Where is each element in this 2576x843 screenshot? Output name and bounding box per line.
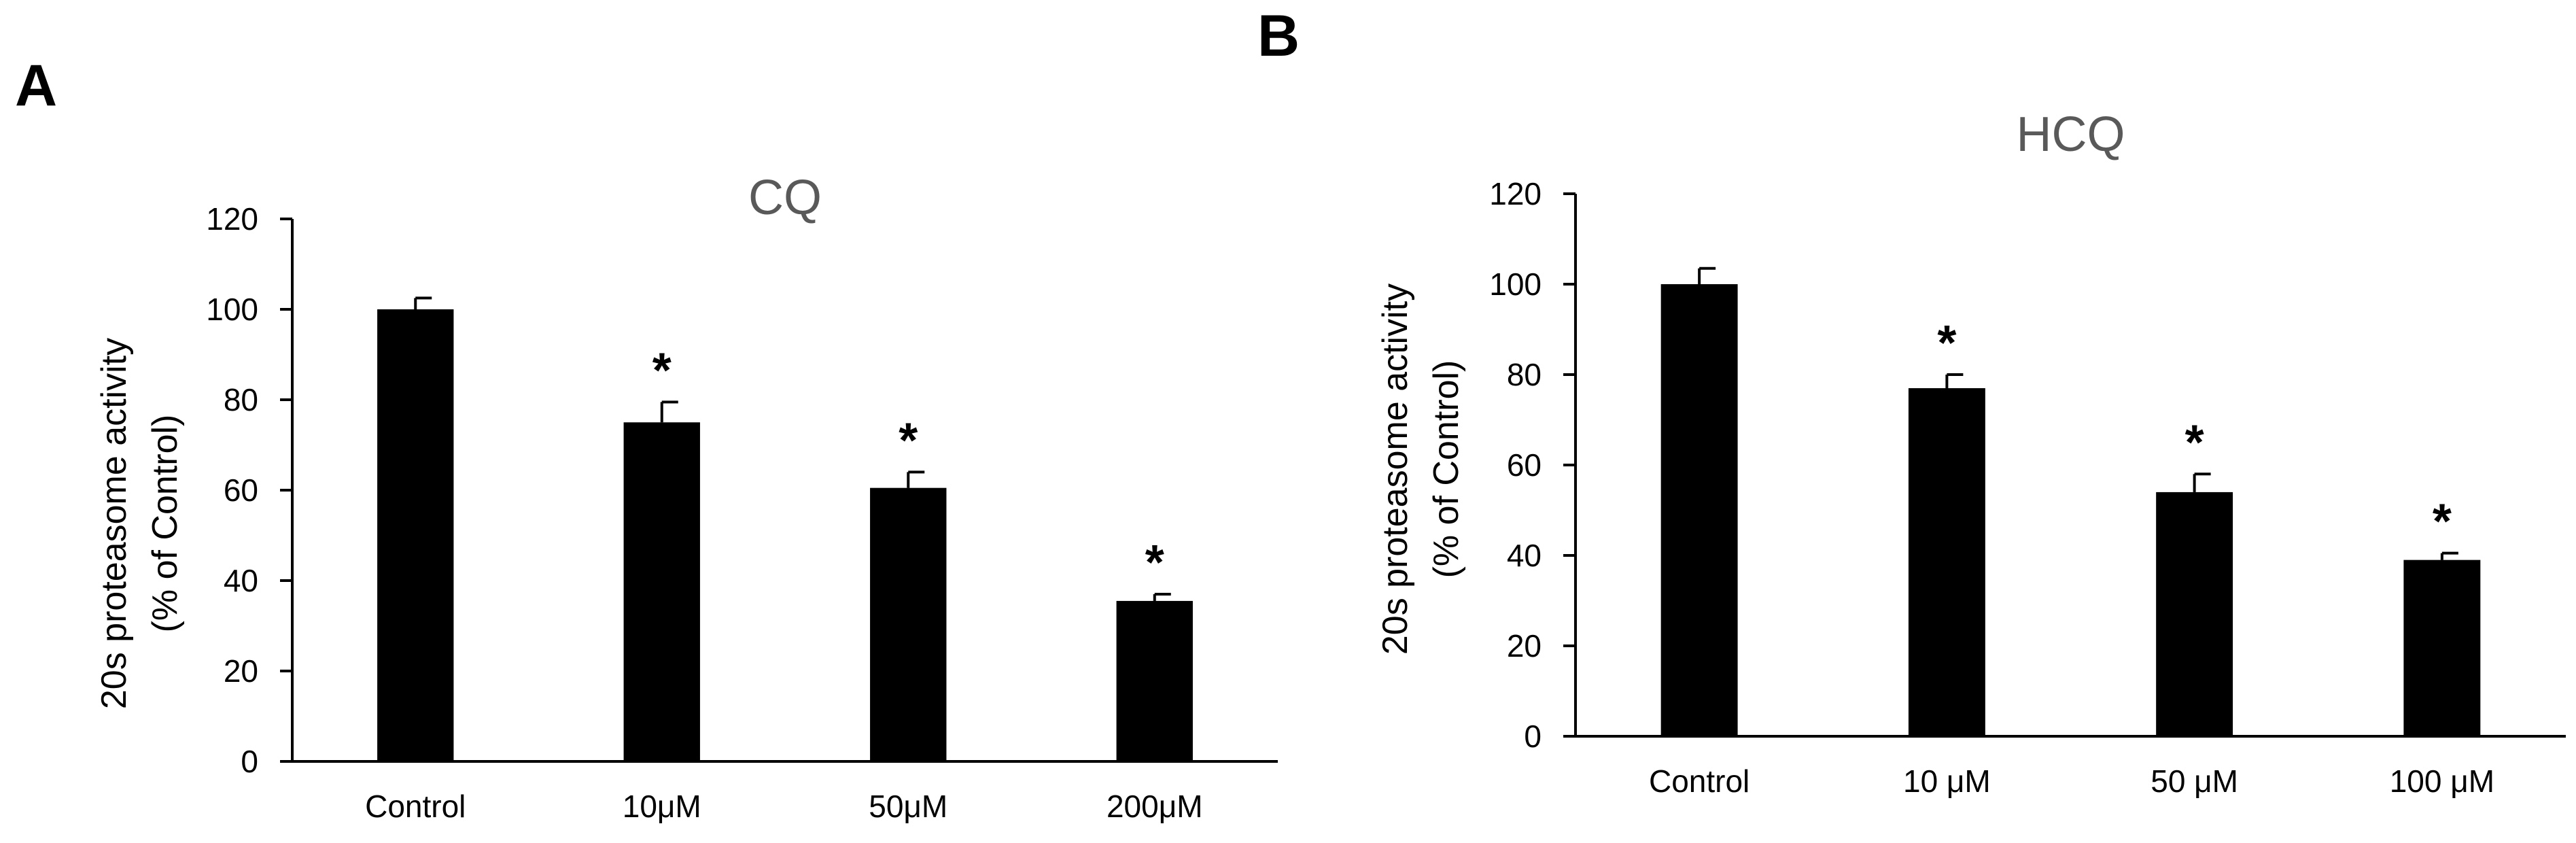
y-tick-label: 120 <box>206 201 258 237</box>
y-tick-label: 80 <box>1507 357 1542 392</box>
y-axis-label-units: (% of Control) <box>1427 360 1466 579</box>
significance-marker: * <box>1937 316 1956 371</box>
chart-title: CQ <box>748 171 822 225</box>
chart-hcq: HCQ 0 20 40 60 80 100 120 20s proteasome activit… <box>1376 107 2566 799</box>
significance-marker: * <box>2185 415 2204 470</box>
y-tick-label: 120 <box>1489 176 1542 211</box>
x-tick-label: Control <box>365 789 466 824</box>
chart-title: HCQ <box>2017 107 2125 162</box>
y-axis-label-units: (% of Control) <box>145 415 185 633</box>
y-tick-label: 60 <box>1507 447 1542 483</box>
y-tick-label: 40 <box>1507 538 1542 573</box>
x-tick-label: 50μM <box>869 789 947 824</box>
x-tick-label: 200μM <box>1107 789 1203 824</box>
bar <box>1116 600 1193 761</box>
x-tick-label: 10 μM <box>1903 763 1991 799</box>
y-axis-label: 20s proteasome activity <box>1376 283 1415 655</box>
x-tick-label: 50 μM <box>2151 763 2238 799</box>
y-tick-label: 100 <box>206 292 258 327</box>
bar <box>623 422 700 761</box>
x-tick-label: 100 μM <box>2390 763 2494 799</box>
y-tick-label: 0 <box>1524 719 1542 754</box>
y-tick-label: 100 <box>1489 266 1542 302</box>
significance-marker: * <box>1145 536 1164 590</box>
y-tick-label: 20 <box>224 653 258 689</box>
y-tick-label: 20 <box>1507 628 1542 664</box>
bar <box>870 487 947 761</box>
x-tick-label: Control <box>1649 763 1750 799</box>
panel-letter-a: A <box>15 53 57 118</box>
bar <box>1660 284 1738 736</box>
bar <box>377 309 454 761</box>
y-axis-label: 20s proteasome activity <box>94 338 134 709</box>
y-tick-label: 0 <box>241 744 258 779</box>
y-tick-label: 80 <box>224 382 258 417</box>
significance-marker: * <box>899 413 918 468</box>
x-tick-label: 10μM <box>623 789 701 824</box>
panel-letter-b: B <box>1257 3 1300 69</box>
y-tick-label: 40 <box>224 563 258 598</box>
bar <box>1908 388 1985 736</box>
bar <box>2156 492 2233 736</box>
significance-marker: * <box>2433 495 2452 549</box>
bar <box>2403 560 2481 736</box>
y-tick-label: 60 <box>224 472 258 508</box>
chart-cq: CQ 0 20 40 60 80 100 120 20s proteasome activity… <box>94 171 1278 824</box>
significance-marker: * <box>652 343 672 398</box>
